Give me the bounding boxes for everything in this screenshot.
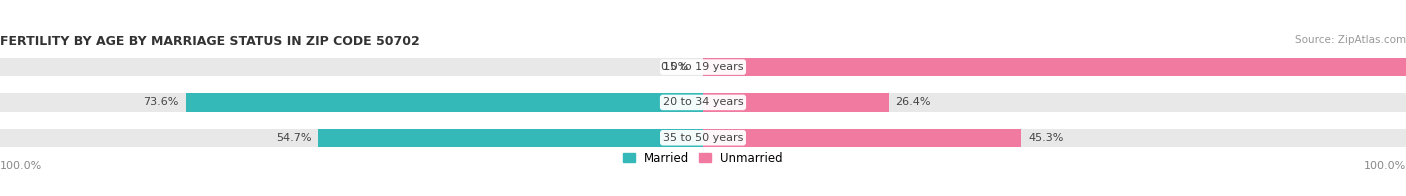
Legend: Married, Unmarried: Married, Unmarried — [623, 152, 783, 165]
Bar — [703, 58, 1406, 76]
Text: 26.4%: 26.4% — [896, 97, 931, 107]
Bar — [0, 129, 703, 147]
Text: FERTILITY BY AGE BY MARRIAGE STATUS IN ZIP CODE 50702: FERTILITY BY AGE BY MARRIAGE STATUS IN Z… — [0, 35, 420, 48]
Text: 15 to 19 years: 15 to 19 years — [662, 62, 744, 72]
Text: 0.0%: 0.0% — [661, 62, 689, 72]
Text: 100.0%: 100.0% — [0, 161, 42, 171]
Bar — [186, 93, 703, 112]
Bar — [0, 93, 703, 112]
Bar — [703, 58, 1406, 76]
Text: 54.7%: 54.7% — [276, 133, 312, 143]
Text: 20 to 34 years: 20 to 34 years — [662, 97, 744, 107]
Bar — [318, 129, 703, 147]
Text: Source: ZipAtlas.com: Source: ZipAtlas.com — [1295, 35, 1406, 45]
Text: 100.0%: 100.0% — [1364, 161, 1406, 171]
Bar — [0, 58, 703, 76]
Bar — [703, 93, 889, 112]
Bar — [703, 129, 1021, 147]
Text: 35 to 50 years: 35 to 50 years — [662, 133, 744, 143]
Text: 73.6%: 73.6% — [143, 97, 179, 107]
Bar — [703, 129, 1406, 147]
Bar — [703, 93, 1406, 112]
Text: 45.3%: 45.3% — [1029, 133, 1064, 143]
